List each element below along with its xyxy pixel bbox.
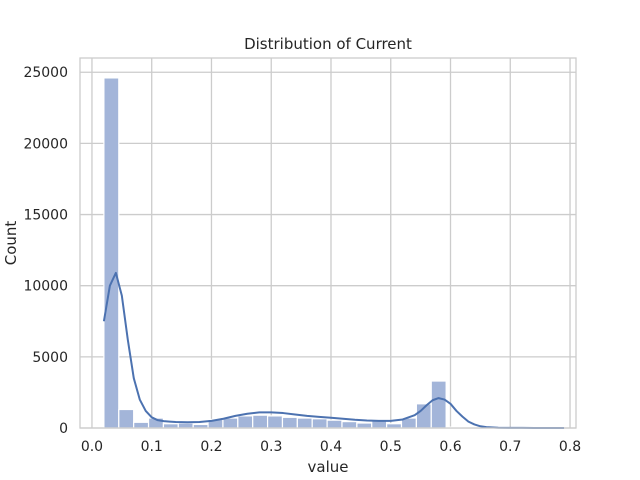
- histogram-bar: [296, 417, 313, 429]
- histogram-bar: [266, 415, 284, 429]
- x-tick-label: 0.0: [81, 439, 103, 455]
- histogram-bar: [430, 380, 447, 429]
- y-tick-label: 10000: [23, 279, 68, 295]
- histogram-bar: [326, 419, 343, 429]
- y-tick-label: 20000: [23, 136, 68, 152]
- y-tick-label: 25000: [23, 65, 68, 81]
- kde-line: [102, 271, 565, 429]
- histogram-bar: [341, 420, 358, 429]
- y-tick-label: 0: [59, 421, 68, 437]
- histogram-bar: [311, 418, 328, 429]
- y-tick-label: 15000: [23, 208, 68, 224]
- plot-area: [80, 58, 576, 428]
- y-axis-label: Count: [2, 221, 20, 266]
- plot-frame: [79, 57, 577, 429]
- histogram-bar: [133, 421, 150, 429]
- histogram-bar: [118, 408, 135, 429]
- histogram-bar: [222, 417, 239, 429]
- x-tick-label: 0.4: [320, 439, 342, 455]
- histogram-bar: [177, 422, 194, 429]
- x-tick-label: 0.7: [499, 439, 521, 455]
- kde-layer: [102, 271, 565, 429]
- x-tick-label: 0.2: [200, 439, 222, 455]
- frame-layer: [79, 57, 577, 429]
- x-tick-label: 0.6: [439, 439, 461, 455]
- ticks-layer: 0.0 0.1 0.2 0.3 0.4 0.5 0.6 0.7 0.8 0 5000 10000 150…: [23, 65, 581, 455]
- histogram-bar: [281, 416, 298, 429]
- bars-layer: [103, 77, 566, 429]
- histogram-bar: [237, 415, 254, 429]
- grid-layer: [80, 58, 576, 429]
- chart-title: Distribution of Current: [244, 35, 412, 53]
- histogram-bar: [103, 77, 120, 429]
- x-tick-label: 0.8: [559, 439, 581, 455]
- histogram-bar: [356, 422, 373, 429]
- y-tick-label: 5000: [32, 350, 68, 366]
- x-tick-label: 0.5: [380, 439, 402, 455]
- x-axis-label: value: [308, 458, 349, 476]
- x-tick-label: 0.3: [260, 439, 282, 455]
- histogram-bar: [252, 414, 269, 429]
- x-tick-label: 0.1: [141, 439, 163, 455]
